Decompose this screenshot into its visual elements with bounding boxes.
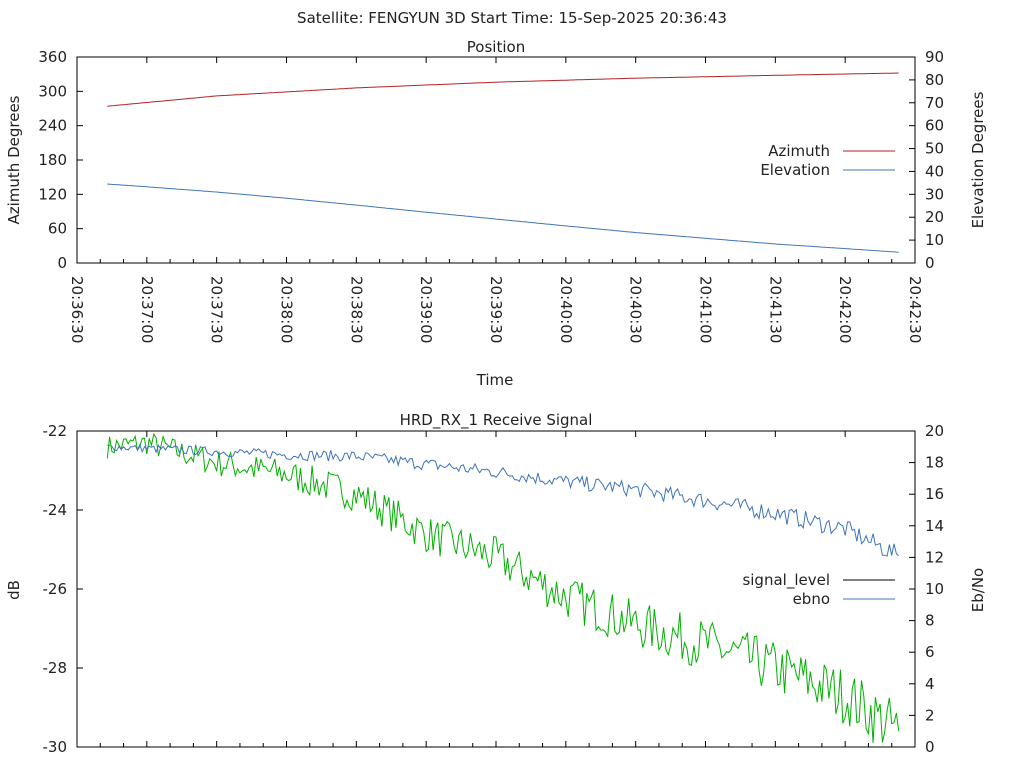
position-legend: Azimuth Elevation (760, 142, 895, 179)
y2-tick-label: 12 (925, 548, 944, 566)
y-tick-label: -30 (43, 738, 68, 756)
y2-tick-label: 0 (925, 738, 935, 756)
legend-signal-level-label: signal_level (742, 571, 830, 590)
y2-tick-label: 30 (925, 185, 944, 203)
y2-tick-label: 50 (925, 140, 944, 158)
x-tick-label: 20:37:30 (208, 276, 226, 343)
position-y-label: Azimuth Degrees (5, 95, 23, 224)
y2-tick-label: 18 (925, 454, 944, 472)
series-line-azimuth (107, 72, 899, 107)
signal-legend: signal_level ebno (742, 571, 895, 608)
y2-tick-label: 90 (925, 48, 944, 66)
signal-axes: -30 -28 -26 -24 -22 0 2 4 6 8 10 12 14 16 18 20 (43, 422, 945, 756)
y-tick-label: -26 (43, 580, 68, 598)
y2-tick-label: 20 (925, 422, 944, 440)
x-tick-label: 20:40:00 (557, 276, 575, 343)
signal-chart-title: HRD_RX_1 Receive Signal (400, 411, 593, 430)
x-tick-label: 20:42:30 (906, 276, 924, 343)
series-line-elevation (107, 183, 899, 253)
y2-tick-label: 14 (925, 517, 944, 535)
y-tick-label: 180 (38, 151, 67, 169)
y2-tick-label: 10 (925, 580, 944, 598)
x-tick-label: 20:38:30 (347, 276, 365, 343)
y2-tick-label: 4 (925, 675, 935, 693)
series-line-signal-level (106, 432, 900, 743)
position-chart: Position 0 60 120 180 240 300 360 0 10 20 30 40 50 60… (5, 38, 987, 389)
signal-y-label: dB (5, 580, 23, 600)
position-y2-label: Elevation Degrees (969, 91, 987, 228)
x-tick-label: 20:39:00 (417, 276, 435, 343)
y2-tick-label: 40 (925, 162, 944, 180)
header-title: Satellite: FENGYUN 3D Start Time: 15-Sep… (297, 9, 727, 27)
x-tick-label: 20:38:00 (278, 276, 296, 343)
x-tick-label: 20:39:30 (487, 276, 505, 343)
y2-tick-label: 20 (925, 208, 944, 226)
legend-elevation-label: Elevation (760, 161, 830, 179)
x-tick-label: 20:41:00 (697, 276, 715, 343)
y2-tick-label: 2 (925, 706, 935, 724)
x-tick-label: 20:37:00 (138, 276, 156, 343)
y-tick-label: 300 (38, 82, 67, 100)
x-tick-label: 20:41:30 (766, 276, 784, 343)
y2-tick-label: 60 (925, 117, 944, 135)
legend-azimuth-label: Azimuth (768, 142, 830, 160)
y2-tick-label: 70 (925, 94, 944, 112)
x-tick-label: 20:42:00 (836, 276, 854, 343)
series-line-ebno (107, 443, 900, 557)
y2-tick-label: 80 (925, 71, 944, 89)
position-plot-frame (76, 56, 916, 264)
y-tick-label: 60 (48, 220, 67, 238)
y-tick-label: 0 (57, 254, 67, 272)
y2-tick-label: 0 (925, 254, 935, 272)
signal-chart: HRD_RX_1 Receive Signal -30 -28 -26 -24 -22 0… (5, 411, 987, 756)
signal-series (106, 432, 900, 743)
y2-tick-label: 6 (925, 643, 935, 661)
y-tick-label: -28 (43, 659, 68, 677)
y-tick-label: 240 (38, 117, 67, 135)
y-tick-label: 120 (38, 185, 67, 203)
signal-y2-label: Eb/No (969, 568, 987, 612)
position-series (107, 72, 899, 253)
x-tick-label: 20:40:30 (627, 276, 645, 343)
y-tick-label: -24 (43, 501, 68, 519)
legend-ebno-label: ebno (793, 590, 830, 608)
y-tick-label: 360 (38, 48, 67, 66)
position-axes: 0 60 120 180 240 300 360 0 10 20 30 40 50 60 70 80 90 20:… (38, 48, 944, 343)
position-x-label: Time (476, 371, 514, 389)
x-tick-label: 20:36:30 (68, 276, 86, 343)
y2-tick-label: 8 (925, 612, 935, 630)
y2-tick-label: 16 (925, 485, 944, 503)
y2-tick-label: 10 (925, 231, 944, 249)
signal-plot-frame (76, 430, 916, 748)
position-chart-title: Position (467, 38, 525, 56)
y-tick-label: -22 (43, 422, 68, 440)
